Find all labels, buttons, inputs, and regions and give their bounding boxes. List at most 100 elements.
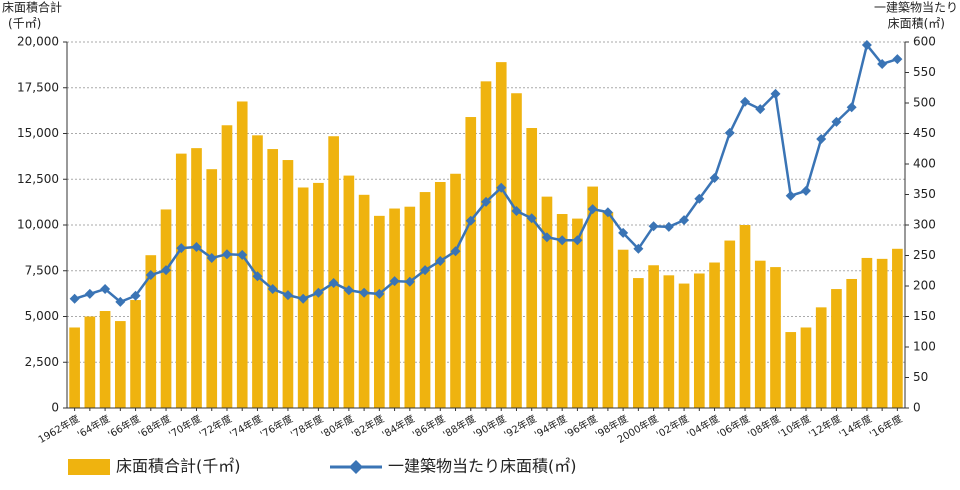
marker [816, 133, 827, 144]
x-tick-label: '10年度 [776, 412, 813, 441]
marker [679, 215, 690, 226]
bar [648, 265, 659, 408]
y-tick-label: 10,000 [17, 218, 59, 232]
marker [602, 207, 613, 218]
y-tick-label: 12,500 [17, 172, 59, 186]
marker [145, 270, 156, 281]
marker [770, 88, 781, 99]
marker [557, 235, 568, 246]
y2-tick-label: 200 [913, 279, 936, 293]
marker [328, 277, 339, 288]
bar [572, 218, 583, 408]
bar [815, 307, 827, 408]
bar [800, 327, 812, 408]
bar [587, 186, 598, 408]
legend-label: 一建築物当たり床面積(㎡) [388, 457, 577, 476]
x-tick-label: '70年度 [166, 412, 203, 441]
x-tick-label: '74年度 [227, 412, 264, 441]
marker [892, 54, 903, 65]
marker [298, 293, 309, 304]
bar [693, 273, 705, 408]
bar [556, 214, 568, 408]
marker [526, 213, 537, 224]
marker [252, 271, 263, 282]
bar [739, 225, 751, 408]
bar [602, 212, 614, 408]
bar [541, 196, 553, 408]
bar [358, 194, 370, 408]
marker [861, 40, 872, 51]
marker [541, 232, 552, 243]
bar [892, 248, 903, 408]
bar [876, 258, 888, 408]
bar [191, 148, 202, 408]
marker [267, 284, 278, 295]
marker [130, 290, 141, 301]
legend-swatch [68, 459, 110, 475]
bar [419, 192, 431, 408]
x-tick-label: '16年度 [867, 412, 904, 441]
x-tick-label: '86年度 [410, 412, 447, 441]
bar [617, 249, 629, 408]
marker [404, 276, 415, 287]
x-tick-label: '68年度 [136, 412, 173, 441]
x-tick-label: '78年度 [288, 412, 325, 441]
x-tick-label: '84年度 [380, 412, 417, 441]
y-axis-title: 床面積合計 [2, 0, 62, 15]
bar [434, 181, 446, 408]
bar [450, 173, 461, 408]
x-tick-label: '12年度 [806, 412, 843, 441]
bar [389, 208, 400, 408]
marker [237, 249, 248, 260]
bar [175, 153, 187, 408]
x-tick-label: '94年度 [532, 412, 569, 441]
bar [374, 215, 385, 408]
y2-axis-title: 床面積(㎡) [888, 16, 945, 31]
x-tick-label: '80年度 [319, 412, 356, 441]
marker [633, 243, 644, 254]
y2-tick-label: 100 [913, 340, 936, 354]
y2-axis-title: 一建築物当たり [874, 0, 958, 15]
x-tick-label: 1962年度 [36, 412, 82, 446]
x-tick-label: '66年度 [105, 412, 142, 441]
marker [481, 196, 491, 207]
y-tick-label: 17,500 [17, 80, 59, 94]
bar [495, 62, 507, 408]
marker [465, 215, 476, 226]
x-tick-label: '88年度 [441, 412, 478, 441]
y2-tick-label: 450 [913, 126, 936, 140]
y2-tick-label: 500 [913, 96, 936, 110]
marker [877, 58, 888, 69]
y-tick-label: 7,500 [25, 263, 59, 277]
marker [100, 284, 111, 295]
marker [831, 116, 842, 127]
marker [740, 96, 751, 107]
y-tick-label: 2,500 [25, 355, 59, 369]
marker [663, 221, 674, 232]
y-tick-label: 20,000 [17, 35, 59, 49]
bar [831, 289, 842, 408]
bar [526, 128, 538, 408]
bar [206, 169, 218, 408]
y2-tick-label: 400 [913, 157, 936, 171]
bar [465, 117, 477, 408]
x-tick-label: '92年度 [501, 412, 538, 441]
marker [496, 182, 507, 193]
marker [800, 185, 811, 196]
marker [618, 227, 629, 238]
x-tick-label: '96年度 [562, 412, 599, 441]
marker [709, 173, 720, 184]
legend-label: 床面積合計(千㎡) [116, 457, 241, 476]
marker [343, 285, 354, 296]
y-tick-label: 5,000 [25, 309, 59, 323]
bar [846, 278, 858, 408]
marker [785, 190, 796, 201]
x-tick-label: '82年度 [349, 412, 386, 441]
bar [724, 240, 736, 408]
y2-tick-label: 250 [913, 248, 936, 262]
bar [267, 149, 279, 408]
marker [313, 287, 324, 298]
legend-swatch [349, 460, 363, 474]
x-tick-label: '02年度 [654, 412, 691, 441]
bar [130, 300, 141, 408]
